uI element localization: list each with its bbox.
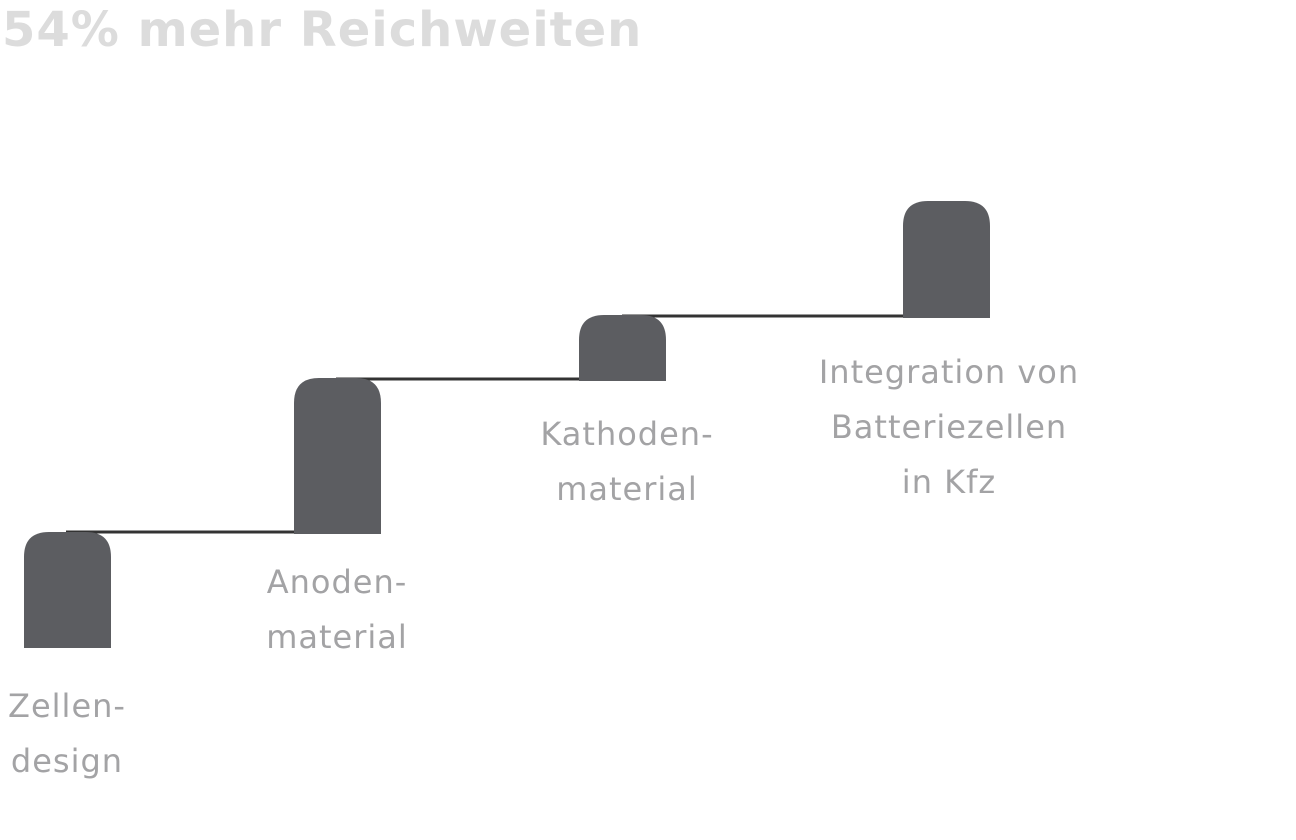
- step-label-3-line-1: Kathoden-: [540, 415, 714, 453]
- step-block-1: [24, 532, 111, 648]
- step-label-3-line-2: material: [556, 470, 698, 508]
- step-label-3: Kathoden- material: [497, 407, 757, 517]
- step-label-2-line-1: Anoden-: [266, 563, 408, 601]
- step-block-2: [294, 378, 381, 534]
- step-label-4-line-2: Batteriezellen: [830, 408, 1068, 446]
- step-label-4-line-1: Integration von: [818, 353, 1080, 391]
- diagram-title: 54% mehr Reichweiten: [2, 2, 643, 58]
- step-label-1-line-2: design: [10, 742, 124, 780]
- step-label-2: Anoden- material: [217, 555, 457, 665]
- step-label-2-line-2: material: [266, 618, 408, 656]
- step-block-3: [579, 315, 666, 381]
- step-block-4: [903, 201, 990, 318]
- step-label-4: Integration von Batteriezellen in Kfz: [779, 345, 1119, 510]
- step-label-1-line-1: Zellen-: [8, 687, 126, 725]
- step-label-1: Zellen- design: [0, 679, 167, 789]
- step-label-4-line-3: in Kfz: [901, 463, 997, 501]
